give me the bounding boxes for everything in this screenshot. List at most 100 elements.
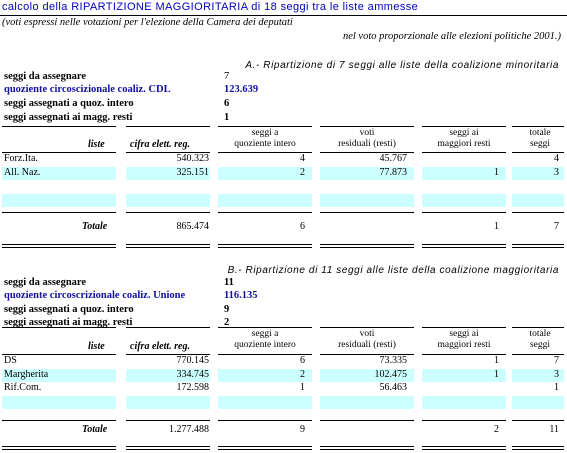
b-row-cifra: 334.745 bbox=[176, 369, 210, 380]
a-total-label: Totale bbox=[82, 221, 108, 232]
a-row-bg bbox=[2, 167, 116, 180]
a-col-totale: totale seggi bbox=[512, 128, 567, 150]
b-row-cifra: 172.598 bbox=[176, 382, 210, 393]
a-total-rule bbox=[422, 212, 506, 213]
b-col-voti-l1: voti bbox=[359, 329, 375, 339]
a-col-voti-l2: residuali (resti) bbox=[338, 139, 396, 149]
a-row-voti: 45.767 bbox=[379, 153, 408, 164]
b-total-rule bbox=[126, 420, 210, 421]
a-total-double-rule bbox=[218, 244, 312, 248]
b-row-tot: 3 bbox=[554, 369, 559, 380]
b-row-bg bbox=[320, 396, 414, 409]
b-header-underline bbox=[512, 354, 564, 355]
b-header-underline bbox=[320, 354, 414, 355]
a-col-quoziente: seggi a quoziente intero bbox=[218, 128, 312, 150]
a-header-rule bbox=[320, 126, 414, 127]
b-row-bg bbox=[218, 396, 312, 409]
a-row-bg bbox=[512, 167, 564, 180]
a-info-value-3: 1 bbox=[224, 112, 230, 123]
a-col-liste: liste bbox=[88, 139, 105, 150]
section-a-title: A.- Ripartizione di 7 seggi alle liste d… bbox=[245, 60, 559, 71]
b-total-resti: 2 bbox=[494, 424, 499, 435]
a-info-label-1: quoziente circoscizionale coaliz. CDL bbox=[4, 84, 171, 95]
b-header-underline bbox=[218, 354, 312, 355]
b-col-totale-l1: totale bbox=[529, 329, 551, 339]
b-col-quoziente-l2: quoziente intero bbox=[234, 340, 296, 350]
b-header-underline bbox=[422, 354, 506, 355]
b-row-bg bbox=[512, 396, 564, 409]
b-row-name: Rif.Com. bbox=[4, 382, 42, 393]
a-total-quoz: 6 bbox=[300, 221, 305, 232]
b-info-label-0: seggi da assegnare bbox=[4, 277, 87, 288]
b-row-bg bbox=[126, 396, 210, 409]
b-total-double-rule bbox=[218, 446, 312, 450]
a-header-underline bbox=[512, 152, 564, 153]
b-info-value-0: 11 bbox=[224, 277, 234, 288]
a-row-cifra: 325.151 bbox=[176, 167, 210, 178]
a-row-bg bbox=[2, 194, 116, 207]
a-row-tot: 4 bbox=[554, 153, 559, 164]
section-b-title: B.- Ripartizione di 11 seggi alle liste … bbox=[227, 265, 559, 276]
b-col-resti: seggi ai maggiori resti bbox=[422, 329, 506, 351]
a-total-double-rule bbox=[512, 244, 564, 248]
b-col-resti-l2: maggiori resti bbox=[437, 340, 491, 350]
a-total-double-rule bbox=[422, 244, 506, 248]
title-underline bbox=[0, 15, 567, 16]
note-line-2: nel voto proporzionale alle elezioni pol… bbox=[342, 31, 561, 42]
b-col-totale: totale seggi bbox=[512, 329, 567, 351]
b-total-rule bbox=[512, 420, 564, 421]
a-col-totale-l2: seggi bbox=[529, 139, 551, 149]
a-total-resti: 1 bbox=[494, 221, 499, 232]
b-col-quoziente-l1: seggi a bbox=[251, 329, 279, 339]
a-header-underline bbox=[218, 152, 312, 153]
b-row-tot: 1 bbox=[554, 382, 559, 393]
a-header-rule bbox=[512, 126, 564, 127]
b-row-bg bbox=[126, 369, 210, 382]
a-row-bg bbox=[320, 167, 414, 180]
a-info-value-0: 7 bbox=[224, 71, 230, 82]
a-col-totale-l1: totale bbox=[529, 128, 551, 138]
a-row-bg bbox=[218, 167, 312, 180]
a-info-label-2: seggi assegnati a quoz. intero bbox=[4, 98, 134, 109]
a-total-double-rule bbox=[320, 244, 414, 248]
b-header-rule bbox=[422, 327, 506, 328]
a-total-cifra: 865.474 bbox=[176, 221, 210, 232]
page-title: calcolo della RIPARTIZIONE MAGGIORITARIA… bbox=[2, 1, 419, 13]
b-row-cifra: 770.145 bbox=[176, 355, 210, 366]
b-total-double-rule bbox=[422, 446, 506, 450]
a-row-voti: 77.873 bbox=[379, 167, 408, 178]
b-row-bg bbox=[422, 369, 506, 382]
a-row-bg bbox=[218, 194, 312, 207]
a-row-bg bbox=[126, 194, 210, 207]
a-total-rule bbox=[126, 212, 210, 213]
b-col-cifra: cifra elett. reg. bbox=[130, 341, 190, 352]
b-total-rule bbox=[422, 420, 506, 421]
note-line-1: (voti espressi nelle votazioni per l'ele… bbox=[2, 17, 293, 28]
b-total-double-rule bbox=[2, 446, 116, 450]
b-row-quoz: 6 bbox=[300, 355, 305, 366]
b-header-rule bbox=[2, 327, 116, 328]
a-col-quoziente-l2: quoziente intero bbox=[234, 139, 296, 149]
b-info-label-3: seggi assegnati ai magg. resti bbox=[4, 317, 133, 328]
b-header-underline bbox=[126, 354, 210, 355]
a-info-label-0: seggi da assegnare bbox=[4, 71, 87, 82]
a-row-cifra: 540.323 bbox=[176, 153, 210, 164]
a-total-rule bbox=[512, 212, 564, 213]
b-total-rule bbox=[320, 420, 414, 421]
b-row-tot: 7 bbox=[554, 355, 559, 366]
a-row-tot: 3 bbox=[554, 167, 559, 178]
b-info-value-1: 116.135 bbox=[224, 290, 258, 301]
a-col-resti-l1: seggi ai bbox=[449, 128, 479, 138]
b-header-rule bbox=[126, 327, 210, 328]
b-row-name: Margherita bbox=[4, 369, 49, 380]
b-total-label: Totale bbox=[82, 424, 108, 435]
a-col-voti-l1: voti bbox=[359, 128, 375, 138]
a-row-bg bbox=[320, 194, 414, 207]
a-row-quoz: 2 bbox=[300, 167, 305, 178]
a-header-underline bbox=[320, 152, 414, 153]
b-col-voti-l2: residuali (resti) bbox=[338, 340, 396, 350]
b-info-label-1: quoziente circoscrizionale coaliz. Union… bbox=[4, 290, 186, 301]
a-col-resti-l2: maggiori resti bbox=[437, 139, 491, 149]
a-row-bg bbox=[422, 167, 506, 180]
a-total-tot: 7 bbox=[554, 221, 559, 232]
